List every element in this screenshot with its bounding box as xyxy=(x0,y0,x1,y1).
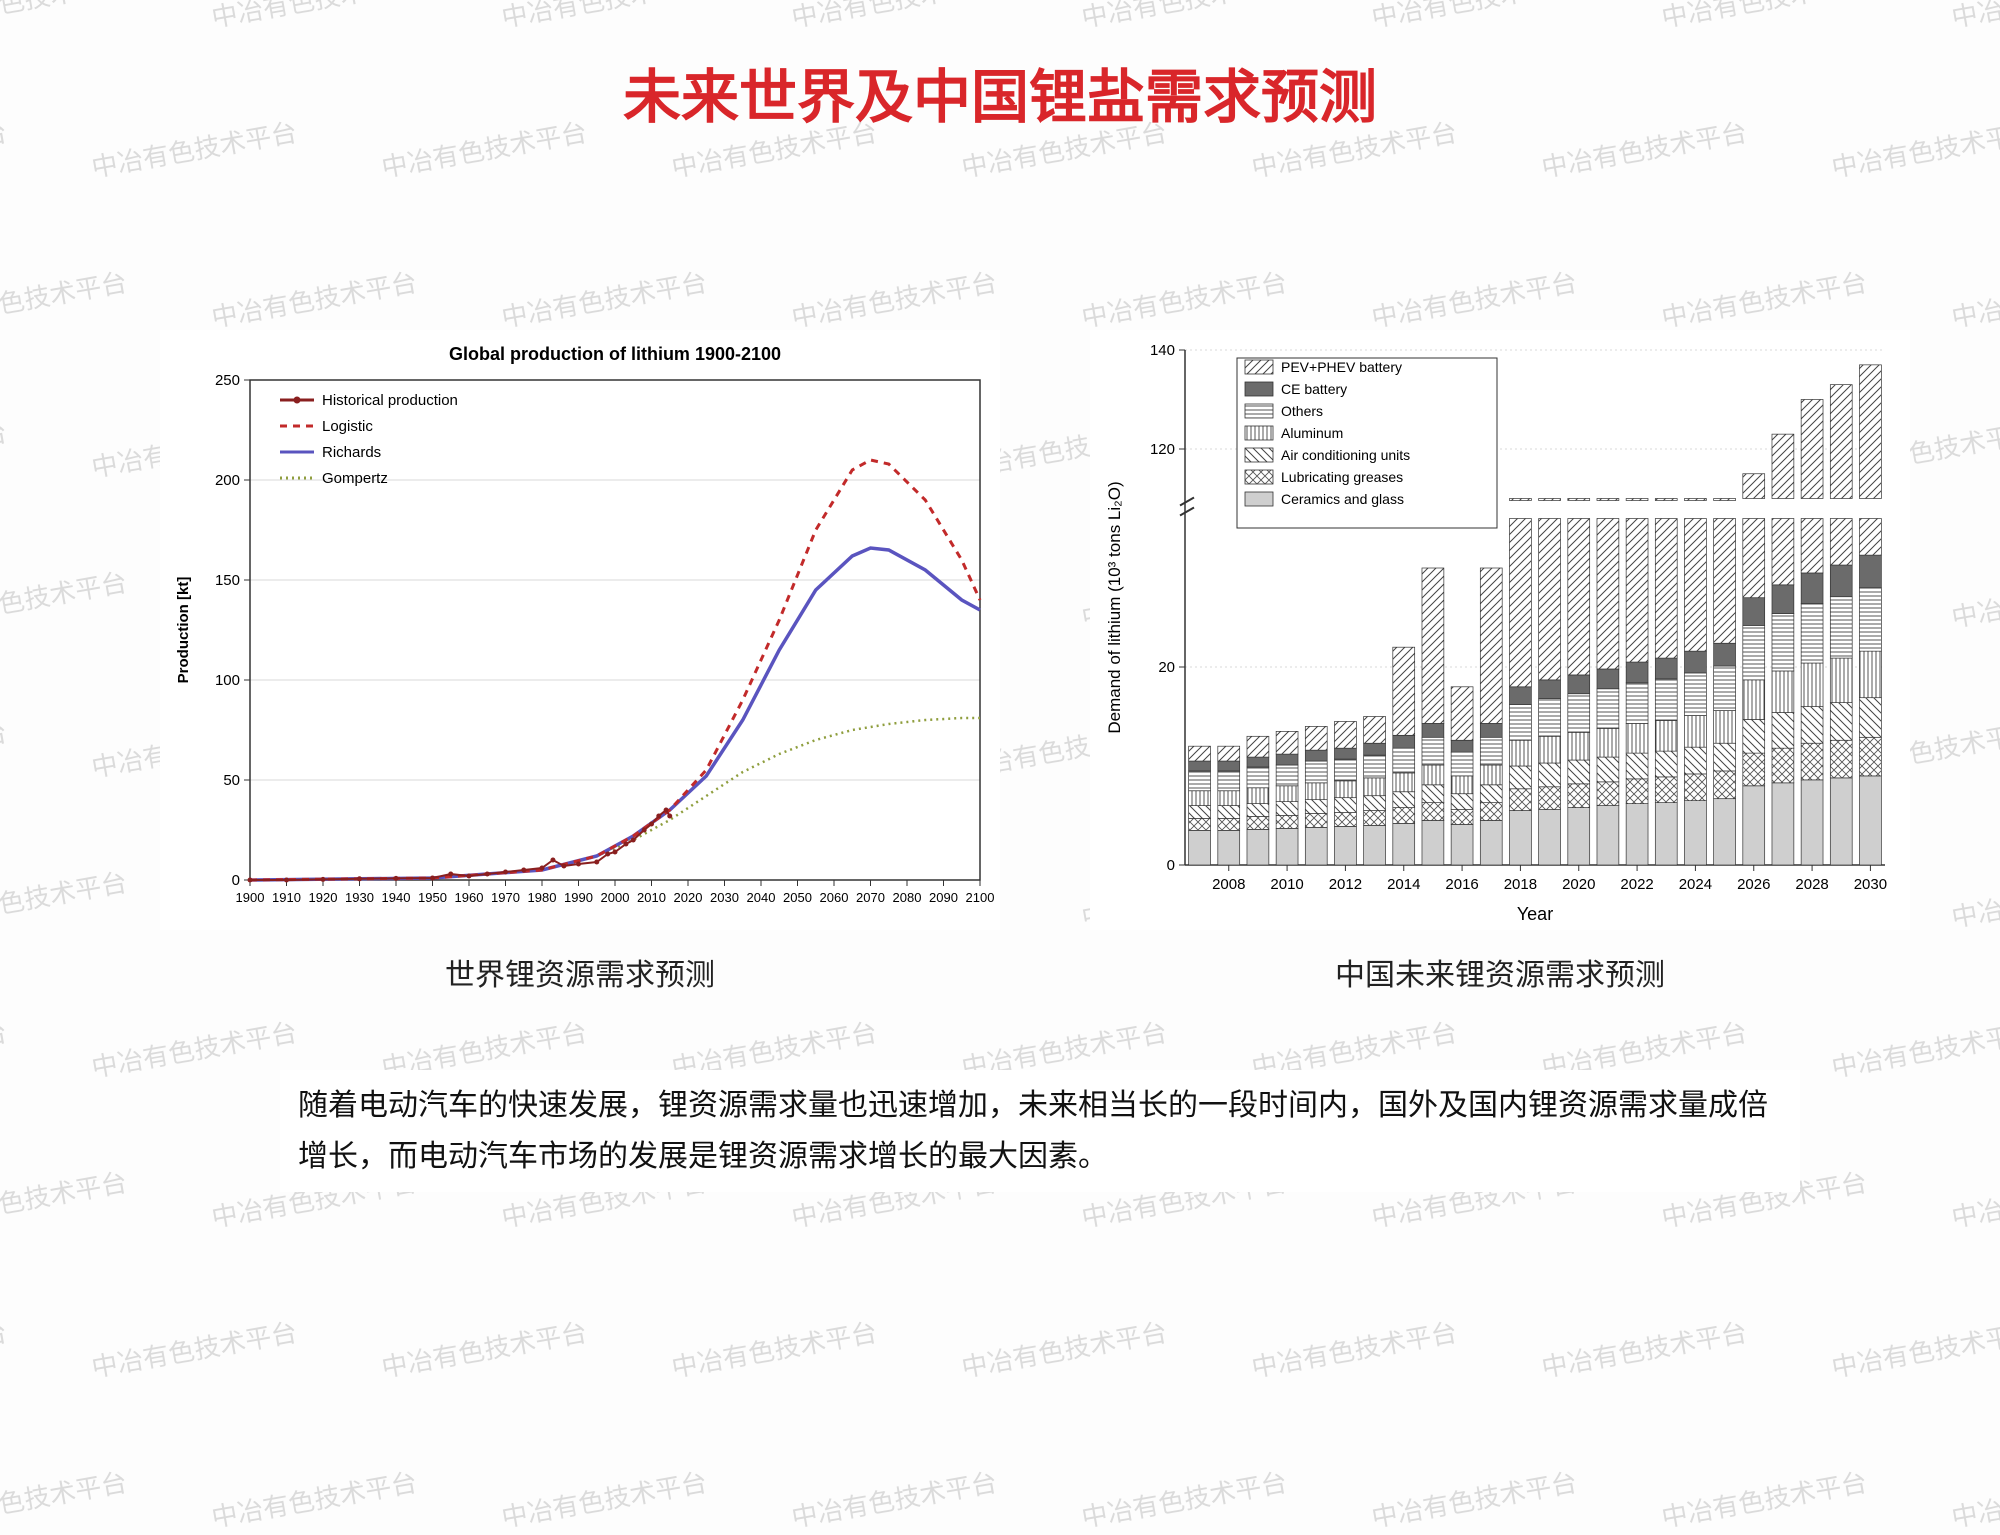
svg-text:PEV+PHEV battery: PEV+PHEV battery xyxy=(1281,359,1402,375)
svg-text:2022: 2022 xyxy=(1620,876,1653,893)
svg-text:Logistic: Logistic xyxy=(322,418,373,435)
svg-text:1970: 1970 xyxy=(491,890,520,905)
left-chart-caption: 世界锂资源需求预测 xyxy=(445,950,715,994)
svg-text:Others: Others xyxy=(1281,403,1323,419)
svg-text:2050: 2050 xyxy=(783,890,812,905)
svg-text:CE battery: CE battery xyxy=(1281,381,1347,397)
svg-text:150: 150 xyxy=(215,572,240,589)
svg-text:1980: 1980 xyxy=(528,890,557,905)
china-lithium-bar-chart: 0 20 120 140 2008 2010 2012 2014 2016 2018 2020 202… xyxy=(1090,330,1910,930)
svg-text:Demand of lithium (10³ tons Li: Demand of lithium (10³ tons Li₂O) xyxy=(1105,481,1124,733)
page-title: 未来世界及中国锂盐需求预测 xyxy=(0,50,2000,134)
svg-text:2090: 2090 xyxy=(929,890,958,905)
svg-text:2016: 2016 xyxy=(1445,876,1478,893)
svg-text:Air conditioning units: Air conditioning units xyxy=(1281,447,1410,463)
svg-text:2030: 2030 xyxy=(1854,876,1887,893)
svg-text:2014: 2014 xyxy=(1387,876,1420,893)
svg-text:2012: 2012 xyxy=(1329,876,1362,893)
left-chart-panel: 0 50 100 150 200 250 1900 1910 1920 1930 1940 1950 1… xyxy=(160,330,1000,994)
svg-text:250: 250 xyxy=(215,372,240,389)
charts-row: 0501001502002501900191019201930194019501… xyxy=(160,330,1960,994)
svg-text:2020: 2020 xyxy=(674,890,703,905)
svg-text:50: 50 xyxy=(223,772,240,789)
svg-text:Ceramics and glass: Ceramics and glass xyxy=(1281,491,1404,507)
svg-text:1900: 1900 xyxy=(236,890,265,905)
svg-text:1910: 1910 xyxy=(272,890,301,905)
svg-text:100: 100 xyxy=(215,672,240,689)
svg-text:Aluminum: Aluminum xyxy=(1281,425,1343,441)
svg-text:2020: 2020 xyxy=(1562,876,1595,893)
svg-text:2060: 2060 xyxy=(820,890,849,905)
svg-text:200: 200 xyxy=(215,472,240,489)
svg-text:120: 120 xyxy=(1150,441,1175,458)
svg-text:Historical production: Historical production xyxy=(322,392,458,409)
svg-text:Gompertz: Gompertz xyxy=(322,470,388,487)
svg-text:140: 140 xyxy=(1150,342,1175,359)
svg-text:0: 0 xyxy=(232,872,240,889)
description-text: 随着电动汽车的快速发展，锂资源需求量也迅速增加，未来相当长的一段时间内，国外及国… xyxy=(280,1070,1800,1192)
svg-text:Global production of lithium 1: Global production of lithium 1900-2100 xyxy=(449,344,781,364)
right-chart-panel: 0 20 120 140 2008 2010 2012 2014 2016 2018 2020 202… xyxy=(1090,330,1910,994)
svg-text:2030: 2030 xyxy=(710,890,739,905)
svg-text:Year: Year xyxy=(1517,904,1553,924)
svg-text:20: 20 xyxy=(1158,659,1175,676)
svg-text:Lubricating greases: Lubricating greases xyxy=(1281,469,1403,485)
svg-text:2024: 2024 xyxy=(1679,876,1712,893)
svg-text:2018: 2018 xyxy=(1504,876,1537,893)
svg-text:Production [kt]: Production [kt] xyxy=(175,577,192,684)
svg-text:1930: 1930 xyxy=(345,890,374,905)
svg-text:2010: 2010 xyxy=(637,890,666,905)
svg-text:2026: 2026 xyxy=(1737,876,1770,893)
svg-text:1920: 1920 xyxy=(309,890,338,905)
svg-text:2008: 2008 xyxy=(1212,876,1245,893)
svg-text:2000: 2000 xyxy=(601,890,630,905)
svg-text:Richards: Richards xyxy=(322,444,381,461)
svg-text:1990: 1990 xyxy=(564,890,593,905)
svg-text:1940: 1940 xyxy=(382,890,411,905)
svg-text:2010: 2010 xyxy=(1270,876,1303,893)
svg-text:2070: 2070 xyxy=(856,890,885,905)
svg-text:2080: 2080 xyxy=(893,890,922,905)
global-lithium-line-chart: 0 50 100 150 200 250 1900 1910 1920 1930 1940 1950 1… xyxy=(160,330,1000,930)
svg-text:0: 0 xyxy=(1167,857,1175,874)
svg-text:1950: 1950 xyxy=(418,890,447,905)
svg-text:2028: 2028 xyxy=(1795,876,1828,893)
svg-text:2040: 2040 xyxy=(747,890,776,905)
svg-text:2100: 2100 xyxy=(966,890,995,905)
right-chart-caption: 中国未来锂资源需求预测 xyxy=(1335,950,1665,994)
svg-text:1960: 1960 xyxy=(455,890,484,905)
